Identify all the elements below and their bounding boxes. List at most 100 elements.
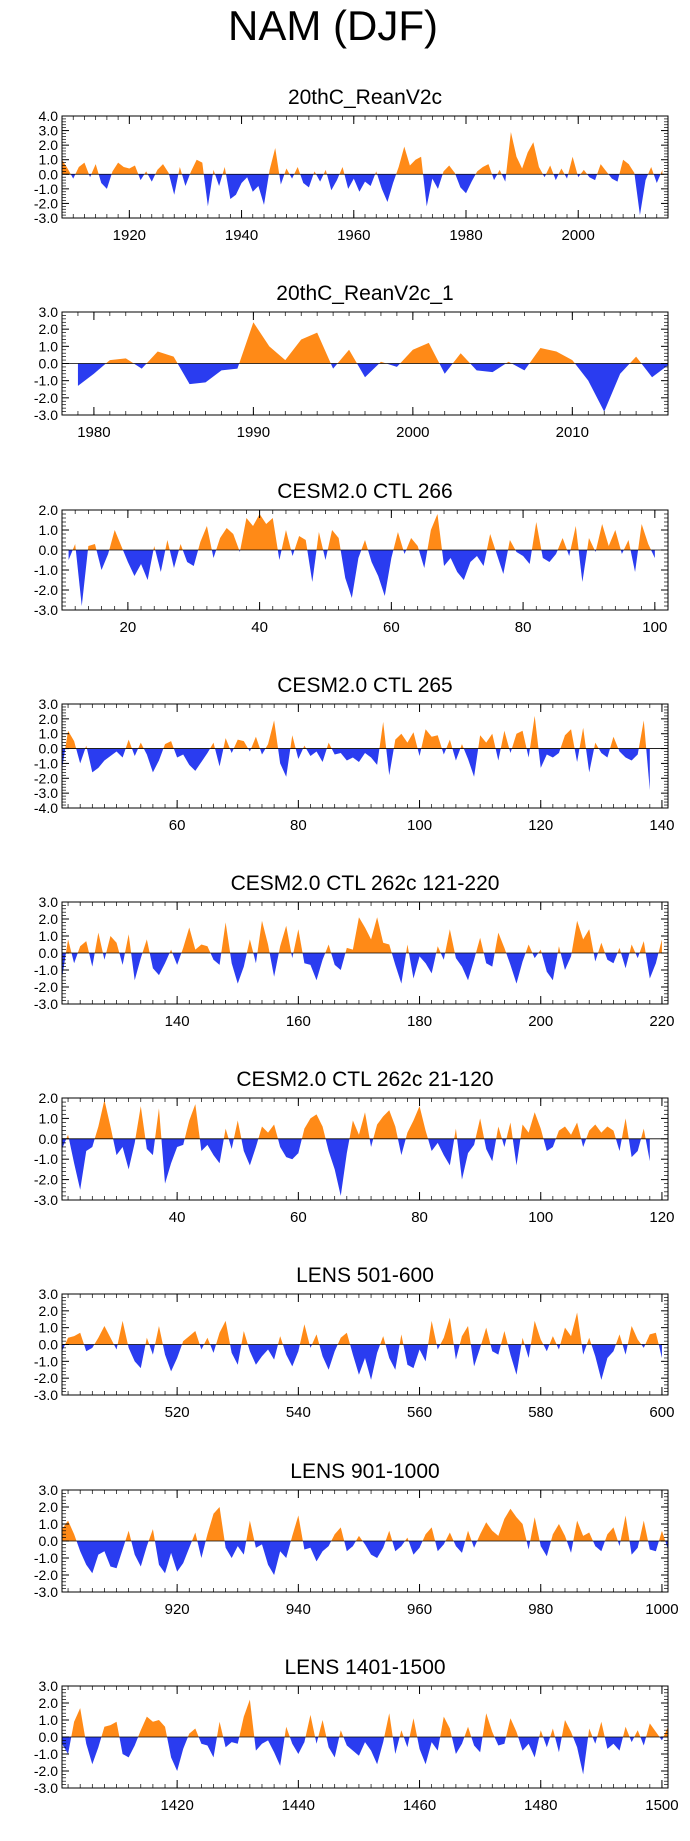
positive-area [142,939,150,953]
positive-area [557,946,561,953]
y-tick-label: 1.0 [39,1110,59,1126]
positive-area [623,540,631,550]
negative-area [309,1344,312,1348]
positive-area [258,1124,278,1139]
positive-area [629,944,636,953]
positive-area [645,1332,659,1345]
negative-area [598,748,610,758]
positive-area [660,169,663,175]
y-tick-label: 0.0 [39,1337,59,1353]
chart-panel-8: LENS 901-1000 3.02.01.00.0-1.0-2.0-3.0 920… [34,1460,679,1618]
positive-area [658,939,662,953]
positive-area [597,164,609,175]
negative-area [470,363,506,373]
positive-area [293,929,303,953]
positive-area [506,1122,513,1139]
positive-area [66,1134,69,1139]
positive-area [325,944,332,953]
positive-area [405,1106,429,1139]
positive-area [155,164,169,175]
chart-title: LENS 501-600 [296,1264,434,1287]
y-tick-label: -4.0 [34,800,58,816]
negative-area [289,174,295,179]
positive-area [507,540,516,550]
x-tick-label: 80 [411,1209,428,1226]
x-tick-label: 40 [251,619,268,636]
negative-area [541,550,558,562]
positive-area [125,739,132,749]
positive-area [442,165,456,175]
negative-area [635,953,640,959]
negative-area [386,363,401,367]
negative-area [457,1138,476,1180]
negative-area [161,1138,185,1184]
positive-area [373,1110,398,1139]
positive-area [125,1530,132,1541]
positive-area [427,514,443,550]
chart-panel-7: LENS 501-600 3.02.01.00.0-1.0-2.0-3.0 520 5… [34,1264,675,1421]
negative-area [131,748,139,756]
positive-area [505,361,512,364]
x-tick-label: 180 [407,1013,432,1030]
negative-area [84,1344,95,1352]
negative-area [325,1138,350,1196]
negative-area [230,953,247,984]
positive-area [500,1331,508,1345]
negative-area [594,550,597,552]
positive-area [339,1730,344,1737]
negative-area [119,1737,139,1758]
negative-area [511,363,530,371]
positive-area [465,1530,472,1541]
positive-area [529,715,539,749]
negative-area [518,1737,540,1758]
y-tick-label: 1.0 [39,726,59,742]
negative-area [495,748,501,761]
chart-title: LENS 1401-1500 [284,1656,445,1679]
positive-area [646,1723,660,1737]
negative-area [539,1541,551,1557]
positive-area [198,526,212,550]
positive-area [560,1312,582,1345]
positive-area [561,1720,574,1737]
negative-area [435,1541,446,1552]
x-tick-label: 2010 [556,424,589,441]
x-tick-label: 60 [169,817,186,834]
negative-area [253,953,258,964]
negative-area [630,550,639,572]
y-tick-label: 0.0 [39,166,59,182]
positive-area [620,1515,630,1541]
negative-area [239,550,241,552]
x-tick-label: 60 [383,619,400,636]
negative-area [131,1541,149,1567]
x-tick-label: 580 [528,1404,553,1421]
negative-area [198,1737,217,1758]
negative-area [452,748,461,761]
negative-area [471,1737,483,1753]
negative-area [573,1737,589,1775]
figure-title: NAM (DJF) [228,2,438,49]
positive-area [124,934,132,953]
negative-area [641,363,668,378]
positive-area [445,1532,454,1541]
negative-area [279,174,285,185]
positive-area [331,1527,345,1541]
positive-area [384,1713,393,1737]
chart-panel-9: LENS 1401-1500 3.02.01.00.0-1.0-2.0-3.0 14… [34,1656,679,1814]
x-tick-label: 220 [649,1013,674,1030]
x-tick-label: 1980 [77,424,110,441]
negative-area [617,1541,621,1547]
negative-area [440,953,446,960]
positive-area [648,167,654,175]
negative-area [454,953,476,981]
negative-area [70,174,76,179]
y-tick-label: 0.0 [39,1131,59,1147]
y-tick-label: 1.0 [39,1516,59,1532]
y-tick-label: 0.0 [39,945,59,961]
chart-panel-2: 20thC_ReanV2c_1 3.02.01.0 0.0-1.0-2.0-3.0 1… [34,282,669,441]
positive-area [545,165,554,175]
negative-area [620,550,624,554]
positive-area [246,939,254,953]
negative-area [295,748,304,759]
negative-area [113,1138,136,1170]
